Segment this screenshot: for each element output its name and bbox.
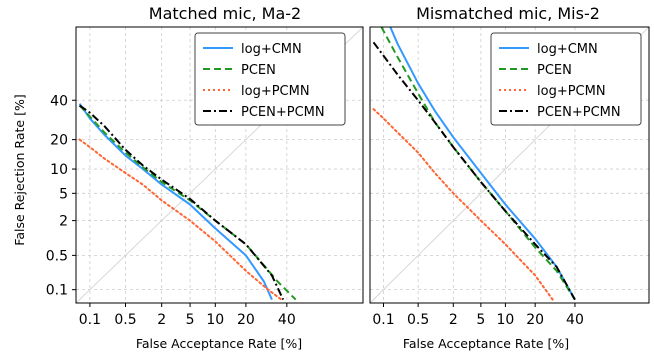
legend-matched: log+CMN PCEN log+PCMN PCEN+PCMN [194, 32, 346, 126]
series-line-pcen-pcmn [372, 41, 576, 301]
x-tick-label: 0.5 [114, 312, 136, 328]
panel-matched-mic: Matched mic, Ma-2 0.1 0.5 2 5 10 20 40 0.1 0.5 2… [46, 4, 364, 351]
legend-label: log+PCMN [241, 84, 310, 99]
x-axis-label-mismatched: False Acceptance Rate [%] [403, 336, 569, 351]
y-axis-label: False Rejection Rate [%] [12, 94, 27, 245]
legend-label: PCEN+PCMN [537, 105, 621, 120]
y-tick-label: 40 [50, 93, 68, 109]
x-tick-label: 10 [206, 312, 224, 328]
legend-box [490, 32, 642, 126]
series-line-pcen-pcmn [79, 104, 285, 301]
x-ticks-matched: 0.1 0.5 2 5 10 20 40 [79, 303, 296, 328]
x-tick-label: 0.1 [79, 312, 101, 328]
y-tick-label: 5 [59, 186, 68, 202]
legend-label: PCEN [241, 63, 276, 78]
x-tick-label: 5 [186, 312, 195, 328]
y-ticks-matched: 0.1 0.5 2 5 10 20 40 [46, 93, 76, 299]
x-tick-label: 0.5 [407, 312, 429, 328]
x-ticks-mismatched: 0.1 0.5 2 5 10 20 40 [372, 303, 584, 328]
legend-box [194, 32, 346, 126]
grid-matched [76, 27, 363, 303]
series-group-mismatched [372, 26, 576, 301]
y-tick-label: 0.1 [46, 283, 68, 299]
series-line-log-pcmn [372, 108, 554, 301]
y-tick-label: 20 [50, 133, 68, 149]
x-tick-label: 2 [449, 312, 458, 328]
y-tick-label: 2 [59, 214, 68, 230]
x-tick-label: 5 [476, 312, 485, 328]
x-tick-label: 10 [496, 312, 514, 328]
x-tick-label: 40 [278, 312, 296, 328]
legend-label: PCEN+PCMN [241, 105, 325, 120]
series-line-log-cmn [78, 103, 273, 301]
series-line-pcen [78, 104, 297, 301]
y-tick-label: 10 [50, 162, 68, 178]
y-tick-label: 0.5 [46, 248, 68, 264]
legend-label: log+PCMN [537, 84, 606, 99]
series-line-log-pcmn [78, 138, 283, 301]
x-axis-label-matched: False Acceptance Rate [%] [136, 336, 302, 351]
x-tick-label: 2 [157, 312, 166, 328]
panel-title-mismatched: Mismatched mic, Mis-2 [416, 4, 600, 23]
series-group-matched [78, 103, 297, 301]
panel-mismatched-mic: Mismatched mic, Mis-2 0.1 0.5 2 5 10 20 40 Fal… [369, 4, 650, 351]
legend-label: log+CMN [241, 42, 302, 57]
x-tick-label: 0.1 [372, 312, 394, 328]
legend-label: log+CMN [537, 42, 598, 57]
x-tick-label: 20 [237, 312, 255, 328]
x-tick-label: 40 [566, 312, 584, 328]
series-line-log-cmn [389, 26, 576, 301]
legend-mismatched: log+CMN PCEN log+PCMN PCEN+PCMN [490, 32, 642, 126]
plot-frame-matched [75, 26, 364, 304]
series-line-pcen [380, 26, 576, 301]
x-tick-label: 20 [526, 312, 544, 328]
legend-label: PCEN [537, 63, 572, 78]
plot-frame-mismatched [369, 26, 650, 304]
panel-title-matched: Matched mic, Ma-2 [149, 4, 301, 23]
